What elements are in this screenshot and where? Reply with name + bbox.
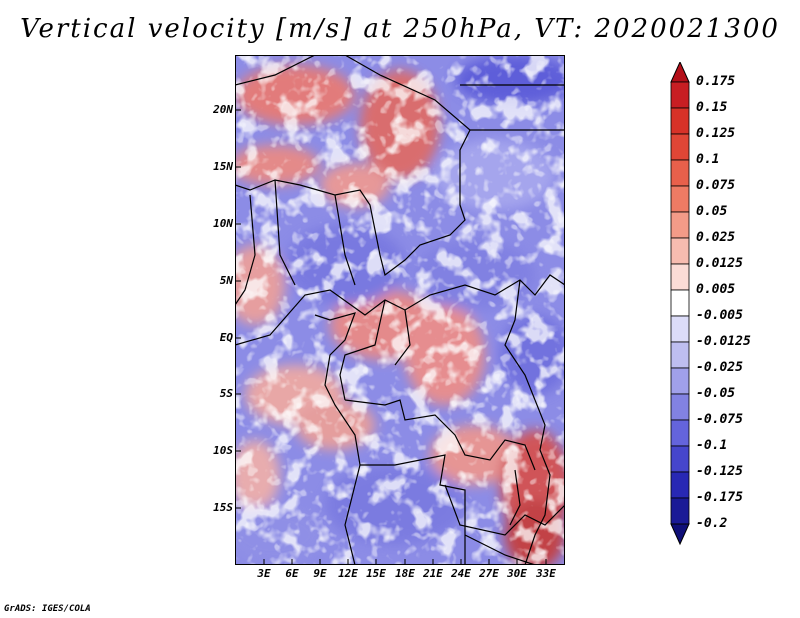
lon-label: 30E (507, 567, 527, 580)
lon-label: 24E (451, 567, 471, 580)
colorbar-segment (670, 211, 690, 239)
colorbar-segment (670, 107, 690, 135)
lon-label: 9E (313, 567, 327, 580)
colorbar-segment (670, 419, 690, 447)
lat-tick-marks (235, 109, 241, 509)
colorbar-segment (670, 445, 690, 473)
lon-label: 21E (423, 567, 443, 580)
field-layer (235, 55, 565, 565)
lat-label: 5N (219, 274, 233, 287)
colorbar-level-label: 0.075 (696, 178, 736, 193)
lat-label: 5S (219, 387, 233, 400)
country-borders (235, 55, 565, 565)
colorbar-segment (670, 367, 690, 395)
lon-label: 15E (366, 567, 386, 580)
colorbar-segment (670, 289, 690, 317)
colorbar-level-label: 0.025 (696, 230, 736, 245)
grads-credit: GrADS: IGES/COLA (4, 604, 91, 614)
lon-label: 33E (536, 567, 556, 580)
colorbar-level-label: 0.005 (696, 282, 736, 297)
colorbar-bottom-arrow (670, 523, 690, 546)
lat-label: 10S (213, 444, 233, 457)
lon-tick-marks (263, 559, 547, 565)
colorbar-segment (670, 341, 690, 369)
plot-title: Vertical velocity [m/s] at 250hPa, VT: 2… (20, 14, 780, 44)
colorbar-level-label: -0.0125 (696, 334, 751, 349)
colorbar-segment (670, 263, 690, 291)
colorbar-segment (670, 185, 690, 213)
lon-label: 18E (395, 567, 415, 580)
colorbar-level-label: -0.1 (696, 438, 728, 453)
map-frame (235, 55, 565, 565)
lon-label: 27E (479, 567, 499, 580)
colorbar-segment (670, 81, 690, 109)
colorbar-segment (670, 497, 690, 525)
lat-label: 10N (213, 217, 233, 230)
vertical-velocity-map (235, 55, 565, 565)
colorbar-segment (670, 237, 690, 265)
colorbar-level-label: 0.1 (696, 152, 720, 167)
colorbar-level-label: -0.175 (696, 490, 743, 505)
colorbar-segment (670, 393, 690, 421)
lon-label: 3E (257, 567, 271, 580)
colorbar-level-label: -0.005 (696, 308, 743, 323)
colorbar-level-label: -0.2 (696, 516, 728, 531)
lat-label: 15S (213, 501, 233, 514)
colorbar-level-label: 0.15 (696, 100, 728, 115)
colorbar-level-label: 0.125 (696, 126, 736, 141)
lat-label: 15N (213, 160, 233, 173)
colorbar-level-label: 0.0125 (696, 256, 743, 271)
colorbar-top-arrow (670, 62, 690, 83)
lon-label: 12E (338, 567, 358, 580)
colorbar-level-label: -0.025 (696, 360, 743, 375)
colorbar-segment (670, 315, 690, 343)
colorbar-level-label: -0.125 (696, 464, 743, 479)
colorbar-level-label: -0.05 (696, 386, 736, 401)
colorbar-level-label: 0.175 (696, 74, 736, 89)
colorbar-level-label: -0.075 (696, 412, 743, 427)
lat-label: 20N (213, 103, 233, 116)
colorbar-level-label: 0.05 (696, 204, 728, 219)
colorbar (670, 62, 690, 546)
lat-label: EQ (219, 331, 233, 344)
colorbar-segment (670, 133, 690, 161)
colorbar-segment (670, 159, 690, 187)
colorbar-segment (670, 471, 690, 499)
lon-label: 6E (285, 567, 299, 580)
